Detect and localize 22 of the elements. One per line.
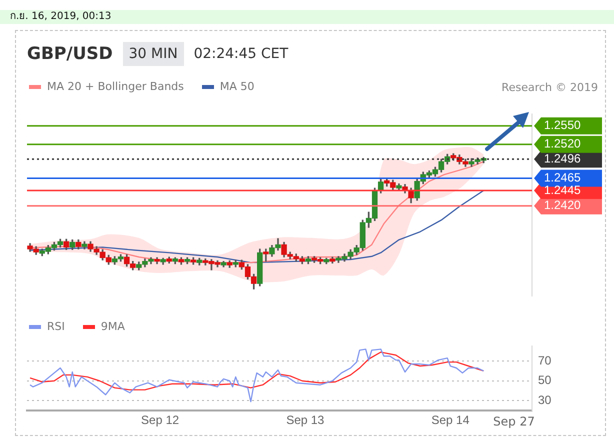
text: Sep 27: [493, 414, 535, 429]
legend-label: RSI: [46, 320, 65, 333]
y-tick-label: 50: [538, 373, 552, 388]
y-tick-label: 1.2520: [544, 136, 582, 151]
y-tick-label: 1.2465: [544, 170, 582, 185]
x-tick-label: Sep 14: [431, 413, 470, 428]
y-tick-label: 1.2550: [544, 118, 582, 132]
y-tick-label: 30: [538, 393, 552, 408]
y-tick-label: 70: [538, 353, 552, 368]
legend-label: MA 20 + Bollinger Bands: [46, 80, 184, 93]
y-tick-label: 1.2445: [544, 182, 582, 197]
chart-subtitle: 30 MIN: [122, 42, 184, 66]
text: ก.ย. 16, 2019, 00:13: [0, 10, 614, 24]
text: 02:24:45 CET: [194, 46, 288, 62]
y-tick-label: 1.2496: [544, 151, 582, 166]
text: Research © 2019: [502, 81, 598, 94]
x-tick-label: Sep 13: [286, 413, 325, 428]
legend-label: MA 50: [218, 80, 254, 93]
y-tick-label: 1.2420: [544, 198, 582, 212]
legend-label: 9MA: [100, 320, 125, 333]
chart-title: GBP/USD: [27, 44, 113, 64]
x-tick-label: Sep 12: [141, 413, 180, 428]
